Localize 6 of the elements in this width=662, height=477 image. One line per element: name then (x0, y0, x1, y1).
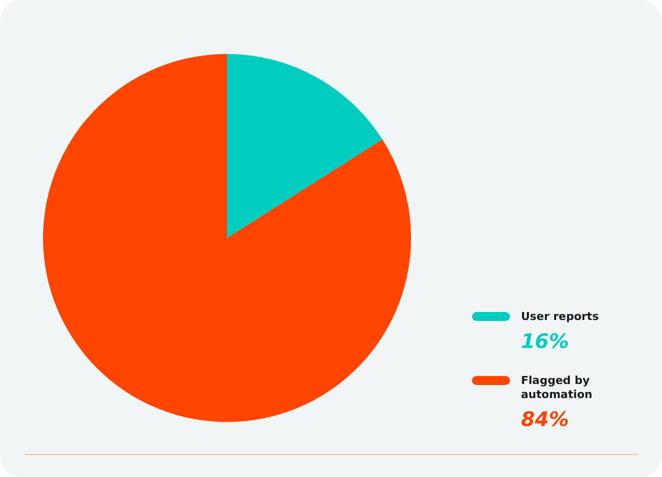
pie-slice (227, 54, 382, 238)
legend-label: User reports (521, 310, 600, 323)
legend-label: Flagged by automation (521, 374, 592, 401)
data-label: 84% (521, 407, 569, 431)
pie-slice (43, 54, 411, 422)
data-label: 16% (521, 329, 569, 353)
